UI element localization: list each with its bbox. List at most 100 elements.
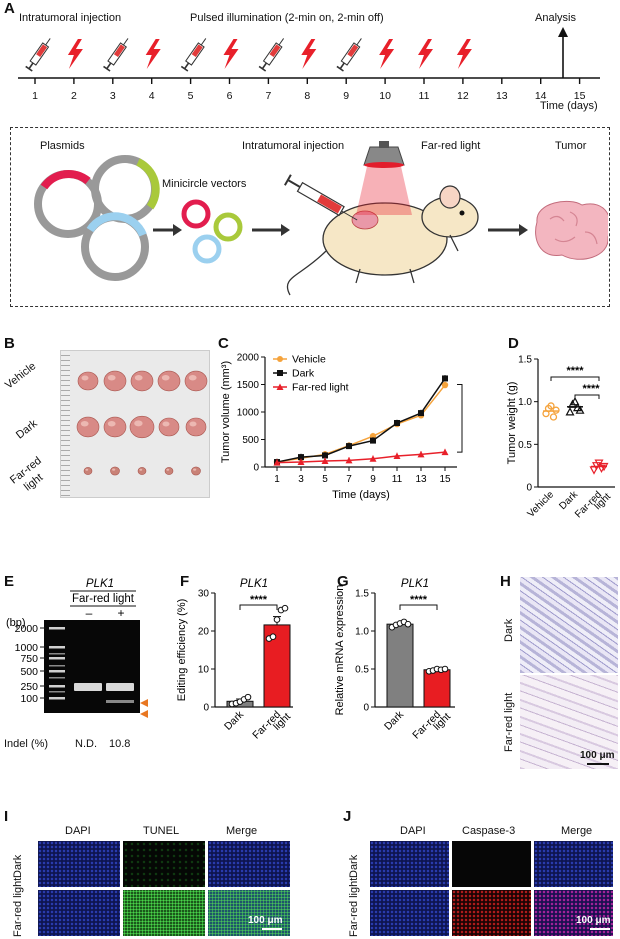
i-merge-dark [208, 841, 290, 887]
lightning-icon [301, 39, 317, 69]
j-dapi-dark [370, 841, 449, 887]
gel-cleavage-band [106, 700, 134, 703]
d-xtick-label: Vehicle [526, 489, 557, 520]
gel-marker-label: 100 [20, 693, 38, 705]
c-legend-marker [277, 370, 283, 376]
tumor-sample [103, 416, 127, 438]
gel-condition: Far-red light [72, 593, 135, 605]
syringe-icon [258, 38, 285, 72]
arrow-1 [153, 224, 182, 236]
ladder-band [49, 646, 65, 649]
ladder-band-faint [49, 653, 65, 655]
bar-point [404, 620, 412, 628]
tumor-highlight [112, 468, 116, 471]
minicircle-green [213, 212, 243, 242]
tumor-highlight [134, 420, 143, 427]
timeline-day-label: 9 [343, 90, 349, 102]
c-point [417, 450, 425, 458]
tumor-highlight [166, 468, 170, 471]
bar-sig-bracket [399, 604, 438, 610]
c-sig-label: **** [468, 410, 470, 428]
c-xtick-label: 11 [392, 474, 403, 485]
indel-plus: 10.8 [109, 738, 131, 750]
panel-label-d: D [508, 335, 519, 352]
gel-band-plus [106, 683, 134, 691]
bar-sig-bracket [239, 604, 278, 610]
schematic-injection-label: Intratumoral injection [242, 140, 345, 152]
c-xtick-label: 1 [274, 474, 280, 485]
analysis-label: Analysis [535, 12, 576, 24]
c-point [369, 455, 377, 462]
ladder-band [49, 670, 65, 673]
gel-band-minus [74, 683, 102, 691]
tumor-highlight [161, 374, 170, 381]
bar [423, 669, 451, 708]
bar-ylabel: Relative mRNA expression [334, 585, 346, 716]
i-dapi-farred [38, 890, 120, 936]
d-point [549, 413, 558, 421]
cleavage-arrow-2 [140, 710, 148, 718]
d-point [552, 406, 560, 414]
c-ytick-label: 500 [242, 435, 259, 446]
c-xtick-label: 7 [346, 474, 352, 485]
tumor-highlight [162, 421, 170, 427]
tumor-sample [103, 370, 127, 392]
d-point [570, 396, 580, 406]
syringe-icon [180, 38, 207, 72]
gel-marker-label: 250 [20, 681, 38, 693]
tumor-highlight [139, 468, 143, 471]
timeline-icons [25, 38, 472, 72]
mouse-illustration [286, 185, 479, 296]
timeline-day-label: 13 [496, 90, 508, 102]
j-caspase-dark [452, 841, 531, 887]
lightning-icon [456, 39, 472, 69]
panel-label-j: J [343, 808, 352, 825]
bar-title: PLK1 [401, 578, 429, 590]
bar-point [269, 633, 277, 641]
bar-title: PLK1 [240, 578, 268, 590]
lamp-icon [356, 141, 412, 215]
c-point [393, 452, 401, 459]
timeline-ticks [34, 78, 581, 84]
d-sig-label-1: **** [566, 365, 584, 377]
ladder-band [49, 627, 65, 630]
j-merge-dark [534, 841, 613, 887]
timeline-day-labels: 1 2 3 4 5 6 7 8 9 10 11 12 13 14 15 [32, 90, 586, 102]
lightning-icon [223, 39, 239, 69]
syringe-icon [284, 174, 358, 221]
gel-minus: – [86, 606, 93, 620]
i-scale-bar [262, 928, 282, 930]
tumor-sample [158, 417, 180, 437]
j-dapi-farred [370, 890, 449, 936]
timeline-day-label: 2 [71, 90, 77, 102]
i-row-farred: Far-red light [12, 877, 24, 937]
bar [386, 623, 414, 708]
bar-xtick-label: Dark [222, 708, 247, 733]
c-point [441, 448, 449, 456]
tumor-sample [137, 467, 147, 475]
arrow-3 [488, 224, 528, 236]
timeline-day-label: 3 [110, 90, 116, 102]
bar-sig-label: **** [250, 594, 268, 606]
c-point [273, 459, 281, 466]
timeline-day-label: 15 [574, 90, 586, 102]
d-point [547, 402, 555, 410]
c-sig-bracket [457, 384, 463, 453]
panel-label-f: F [180, 573, 190, 590]
illumination-label: Pulsed illumination (2-min on, 2-min off… [190, 12, 384, 24]
gel-plus: + [117, 606, 124, 620]
syringe-icon [103, 38, 129, 72]
schematic-svg [34, 141, 608, 296]
time-axis-label: Time (days) [540, 100, 598, 112]
c-ylabel: Tumor volume (mm³) [220, 361, 232, 463]
farred-label: Far-red light [421, 140, 481, 152]
ladder-band-faint [49, 665, 65, 667]
c-legend-label: Far-red light [292, 382, 349, 394]
d-point [565, 407, 575, 416]
bar-ytick-label: 0.5 [355, 665, 369, 676]
gel-bp-unit: (bp) [6, 617, 26, 629]
c-series-line [276, 384, 446, 463]
bar-ytick-label: 1.0 [355, 627, 369, 638]
